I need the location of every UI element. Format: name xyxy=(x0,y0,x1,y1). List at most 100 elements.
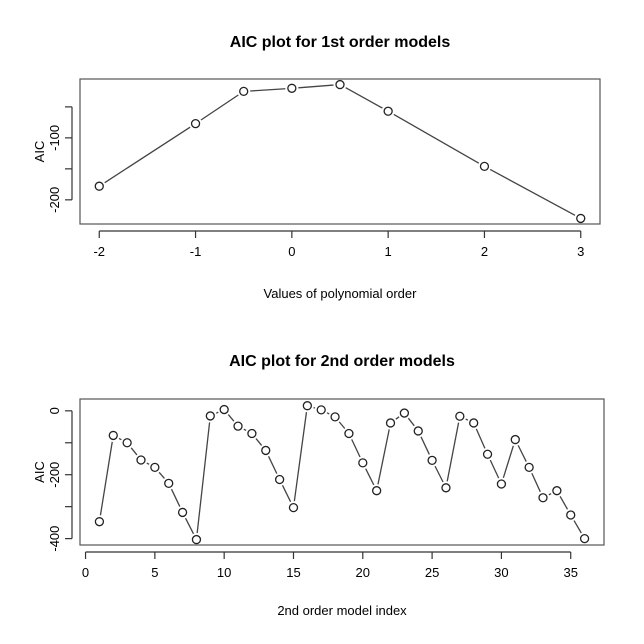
panel-2-data-point xyxy=(358,458,368,468)
panel-2-series-segment xyxy=(255,438,263,446)
panel-2-y-tick-label: -200 xyxy=(47,462,62,488)
panel-2-series-segment xyxy=(465,418,469,421)
panel-2-data-point xyxy=(399,408,410,418)
panel-2-x-tick-label: 15 xyxy=(286,565,300,580)
panel-1-x-tick-label: 2 xyxy=(481,244,488,259)
panel-2-data-point xyxy=(524,462,534,473)
panel-2-data-point xyxy=(219,404,229,415)
panel-2-series-segment xyxy=(502,445,514,478)
panel-2-data-point xyxy=(344,428,354,439)
panel-1-data-point xyxy=(190,118,201,129)
panel-2-series-segment xyxy=(395,416,400,420)
panel-2-data-point xyxy=(496,479,507,489)
panel-2-x-tick-label: 20 xyxy=(356,565,370,580)
panel-2-data-point xyxy=(122,438,132,448)
panel-1-data-point xyxy=(94,181,104,191)
panel-2-series-segment xyxy=(146,462,150,465)
panel-1-plot-box xyxy=(79,78,601,225)
panel-2-y-tick-label: -400 xyxy=(47,526,62,552)
panel-2-data-point xyxy=(372,486,382,496)
panel-2-data-point xyxy=(274,474,285,485)
panel-1-data-point xyxy=(576,213,586,224)
panel-2-x-tick-label: 10 xyxy=(217,565,231,580)
panel-1-series-segment xyxy=(298,84,334,89)
panel-2-series-segment xyxy=(196,422,211,534)
panel-1-data-point xyxy=(383,106,393,116)
panel-2-data-point xyxy=(579,533,590,544)
panel-1-x-tick-label: 1 xyxy=(385,244,392,259)
panel-2-data-point xyxy=(150,462,160,473)
panel-2-data-point xyxy=(413,426,423,436)
panel-2-series-segment xyxy=(170,488,181,507)
panel-2-data-point xyxy=(288,502,299,513)
panel-2-data-point xyxy=(302,401,312,411)
panel-2-series-segment xyxy=(446,422,460,482)
panel-2-series-segment xyxy=(184,517,195,535)
panel-2-series-segment xyxy=(227,414,235,422)
panel-1-series-segment xyxy=(393,113,480,164)
panel-2-data-point xyxy=(94,517,105,527)
panel-2-data-point xyxy=(510,434,520,445)
panel-2-series-segment xyxy=(573,520,582,534)
panel-2-y-axis-label: AIC xyxy=(32,461,47,483)
panel-2-title: AIC plot for 2nd order models xyxy=(229,353,455,370)
panel-2-series-segment xyxy=(407,417,415,427)
panel-2-series-segment xyxy=(281,485,292,503)
panel-2-data-point xyxy=(261,445,271,456)
panel-1-title: AIC plot for 1st order models xyxy=(230,34,451,51)
panel-2-series-segment xyxy=(130,447,138,456)
panel-2-series-segment xyxy=(548,493,552,496)
panel-2-data-point xyxy=(316,405,326,415)
panel-2-series-segment xyxy=(559,496,569,510)
panel-2-data-point xyxy=(552,486,562,496)
panel-2-plot-box xyxy=(79,398,605,546)
panel-2-data-point xyxy=(566,510,576,520)
panel-2-x-tick-label: 35 xyxy=(563,565,577,580)
panel-2-data-point xyxy=(136,455,146,465)
panel-2-data-point xyxy=(469,418,479,428)
panel-2-data-point xyxy=(330,412,340,422)
panel-2-data-point xyxy=(482,449,493,459)
panel-2-series-segment xyxy=(293,412,308,502)
panel-2-data-point xyxy=(455,411,465,421)
panel-2-data-point xyxy=(247,428,257,439)
panel-1-series-segment xyxy=(104,126,191,184)
panel-2-series-segment xyxy=(351,439,361,458)
panel-2-series-segment xyxy=(377,429,390,485)
panel-2-series-segment xyxy=(475,428,486,449)
panel-2-series-segment xyxy=(420,436,430,455)
panel-2-series-segment xyxy=(365,468,375,486)
panel-2-x-tick-label: 0 xyxy=(82,565,89,580)
panel-2-data-point xyxy=(177,507,188,518)
panel-2-series-segment xyxy=(517,445,527,462)
panel-2-data-point xyxy=(233,421,243,431)
panel-1-data-point xyxy=(239,86,249,97)
panel-2-series-segment xyxy=(531,473,541,493)
panel-1-x-tick-label: 3 xyxy=(577,244,584,259)
panel-2-data-point xyxy=(205,411,215,421)
panel-2-data-point xyxy=(191,534,202,545)
panel-2-x-tick-label: 30 xyxy=(494,565,508,580)
panel-1-y-tick-label: -100 xyxy=(47,125,62,151)
panel-2-series-segment xyxy=(243,428,247,432)
panel-1-x-tick-label: -2 xyxy=(93,244,105,259)
panel-2-series-segment xyxy=(434,465,444,483)
panel-1-series-segment xyxy=(345,87,383,109)
panel-1-series-segment xyxy=(489,168,576,216)
panel-2-series-segment xyxy=(118,437,122,441)
panel-2-data-point xyxy=(164,478,174,488)
panel-2-series-segment xyxy=(338,421,346,429)
panel-1-y-tick-label: -200 xyxy=(47,187,62,213)
panel-2-series-segment xyxy=(489,459,500,479)
panel-1-data-point xyxy=(287,83,297,93)
panel-1-data-point xyxy=(479,161,490,172)
panel-2-data-point xyxy=(427,455,437,465)
panel-2-data-point xyxy=(538,493,548,503)
panel-1-x-tick-label: -1 xyxy=(190,244,202,259)
panel-2-series-segment xyxy=(215,411,219,414)
panel-2-series-segment xyxy=(326,412,330,415)
panel-2-series-segment xyxy=(99,441,113,516)
panel-2-x-tick-label: 5 xyxy=(151,565,158,580)
